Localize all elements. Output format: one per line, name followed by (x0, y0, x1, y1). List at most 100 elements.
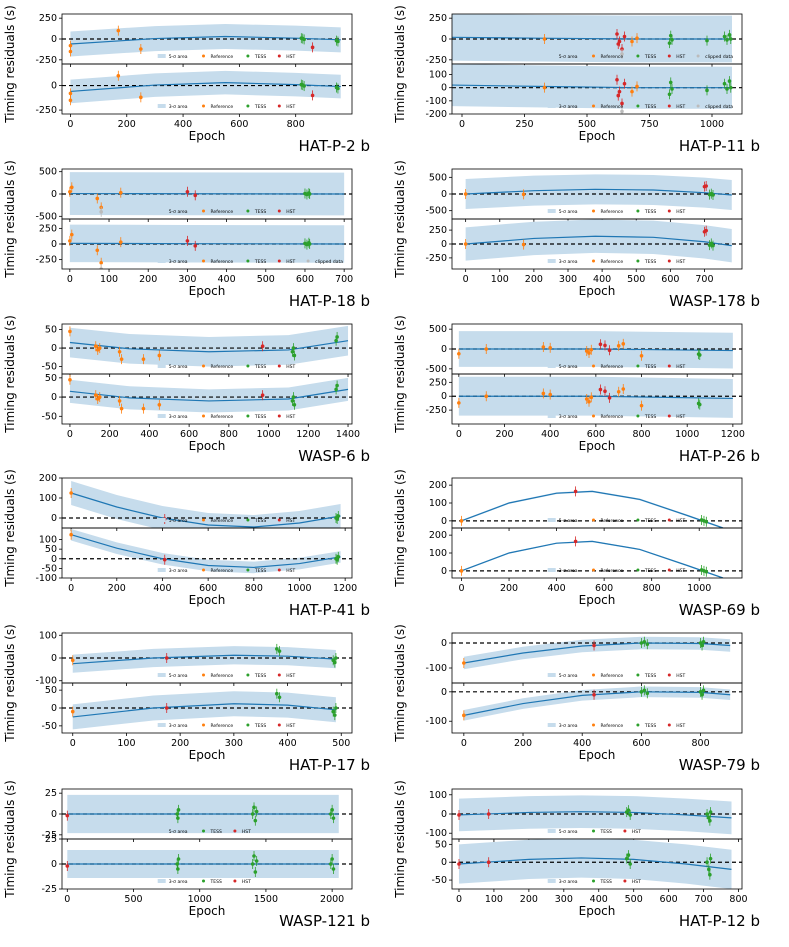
hst-data-point (65, 864, 70, 868)
legend-label: TESS (600, 879, 612, 885)
legend-label: Reference (211, 723, 234, 729)
legend-marker (202, 259, 205, 263)
reference-data-point (118, 240, 123, 244)
legend-marker (277, 104, 281, 108)
y-tick-label: 0 (51, 859, 57, 870)
tess-data-point (302, 37, 306, 42)
y-axis-label: Timing residuals (s) (393, 5, 407, 124)
chart-hat-p-26-b: -500 0 500 5-σ area Reference TESS HST -250 0 250… (393, 315, 760, 465)
legend-marker (592, 723, 595, 727)
y-tick-label: -250 (425, 405, 447, 416)
tess-data-point (628, 813, 632, 817)
x-tick-label: 600 (296, 274, 314, 285)
planet-title: WASP-6 b (298, 447, 370, 465)
planet-title: HAT-P-41 b (289, 601, 370, 619)
legend-label: TESS (254, 259, 266, 265)
legend-marker (246, 104, 250, 108)
reference-data-point (630, 39, 634, 44)
x-tick-label: 600 (180, 429, 198, 440)
fit-curve (461, 490, 724, 528)
legend: 5-σ area Reference TESS HST (157, 364, 296, 370)
legend-label: Reference (211, 673, 234, 679)
tess-data-point (330, 857, 334, 861)
tess-data-point (727, 79, 732, 83)
reference-data-point (68, 189, 72, 194)
legend-marker (636, 568, 640, 572)
legend-label: HST (676, 54, 685, 60)
tess-data-point (708, 810, 713, 814)
x-tick-label: 400 (541, 429, 559, 440)
hst-data-point (164, 706, 169, 710)
hst-data-point (622, 34, 627, 39)
hst-data-point (193, 244, 198, 248)
legend-swatch (547, 54, 556, 58)
hst-data-point (260, 393, 265, 397)
tess-data-point (701, 639, 706, 644)
legend-marker (202, 209, 205, 213)
y-tick-label: -250 (425, 55, 447, 66)
legend-marker (306, 259, 310, 263)
x-tick-label: 100 (485, 894, 503, 905)
tess-data-point (711, 193, 715, 197)
hst-data-point (486, 812, 491, 816)
legend-label: TESS (644, 209, 656, 215)
reference-data-point (117, 399, 122, 403)
legend-label: Reference (211, 104, 234, 110)
y-tick-label: 0 (441, 638, 447, 649)
x-tick-label: 800 (245, 583, 263, 594)
hst-data-point (603, 343, 607, 348)
tess-data-point (698, 690, 703, 694)
legend-marker (246, 518, 250, 522)
x-axis-label: Epoch (189, 439, 226, 453)
legend-label: 5-σ area (169, 209, 188, 215)
legend-label: 5-σ area (559, 54, 578, 60)
legend-marker (636, 518, 640, 522)
y-axis-label: Timing residuals (s) (3, 624, 17, 743)
sigma-band-area (465, 174, 732, 210)
legend-label: Reference (601, 209, 624, 215)
tess-data-point (725, 38, 729, 42)
y-tick-label: -250 (35, 55, 57, 66)
x-tick-label: 800 (643, 583, 661, 594)
tess-data-point (700, 692, 704, 697)
sigma-band-area (72, 646, 336, 673)
tess-data-point (333, 713, 337, 717)
tess-data-point (728, 37, 733, 41)
fit-curve (72, 703, 336, 718)
y-axis-label: Timing residuals (s) (3, 780, 17, 899)
y-tick-label: 0 (441, 516, 447, 527)
x-tick-label: 700 (694, 894, 712, 905)
legend-marker (246, 259, 250, 263)
reference-data-point (119, 357, 124, 361)
legend-swatch (547, 209, 556, 213)
y-tick-label: -500 (35, 211, 57, 222)
x-axis-label: Epoch (579, 593, 616, 607)
x-tick-label: 600 (595, 583, 613, 594)
legend-marker (277, 414, 281, 418)
tess-data-point (711, 243, 715, 248)
legend-label: clipped data (705, 104, 733, 110)
reference-data-point (157, 402, 162, 407)
reference-data-point (95, 248, 100, 253)
legend-label: TESS (254, 209, 266, 215)
legend-label: TESS (644, 568, 656, 574)
reference-data-point (93, 344, 98, 349)
reference-data-point (141, 357, 146, 361)
tess-data-point (708, 872, 712, 877)
x-tick-label: 800 (632, 429, 650, 440)
legend-label: 5-σ area (559, 364, 578, 370)
y-tick-label: -50 (41, 563, 57, 574)
reference-data-point (462, 713, 466, 718)
x-tick-label: 400 (218, 274, 236, 285)
legend-marker (636, 209, 640, 213)
x-tick-label: 200 (500, 583, 518, 594)
y-tick-label: 0 (51, 513, 57, 524)
x-tick-label: 500 (578, 119, 596, 130)
legend-label: 5-σ area (169, 54, 188, 60)
tess-data-point (334, 706, 338, 710)
x-tick-label: 500 (332, 738, 350, 749)
legend-swatch (157, 723, 166, 727)
tess-data-point (335, 517, 339, 521)
legend-marker (592, 518, 595, 522)
legend: 3-σ area Reference TESS HST (157, 414, 296, 420)
